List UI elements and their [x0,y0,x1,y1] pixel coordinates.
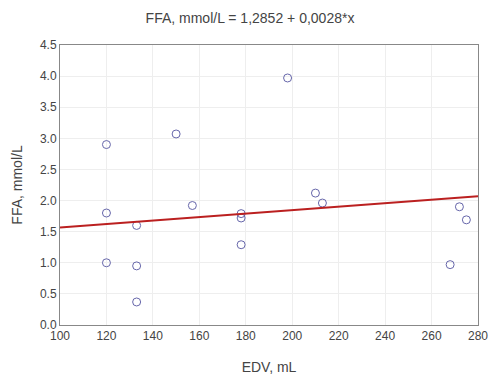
svg-text:4.5: 4.5 [40,38,57,52]
svg-text:180: 180 [236,329,256,343]
svg-text:2.5: 2.5 [40,163,57,177]
svg-text:240: 240 [375,329,395,343]
svg-text:260: 260 [422,329,442,343]
svg-text:120: 120 [96,329,116,343]
svg-text:280: 280 [468,329,488,343]
svg-text:2.0: 2.0 [40,194,57,208]
svg-text:3.0: 3.0 [40,132,57,146]
svg-text:200: 200 [282,329,302,343]
svg-text:1.5: 1.5 [40,225,57,239]
svg-text:160: 160 [189,329,209,343]
svg-text:1.0: 1.0 [40,256,57,270]
svg-text:FFA, mmol/L: FFA, mmol/L [9,145,25,225]
svg-text:220: 220 [329,329,349,343]
svg-text:FFA, mmol/L = 1,2852 + 0,0028*: FFA, mmol/L = 1,2852 + 0,0028*x [146,10,355,26]
svg-text:140: 140 [143,329,163,343]
svg-text:3.5: 3.5 [40,100,57,114]
svg-text:4.0: 4.0 [40,69,57,83]
svg-text:0.0: 0.0 [40,318,57,332]
svg-text:EDV, mL: EDV, mL [242,359,297,375]
svg-text:100: 100 [50,329,70,343]
svg-text:0.5: 0.5 [40,287,57,301]
